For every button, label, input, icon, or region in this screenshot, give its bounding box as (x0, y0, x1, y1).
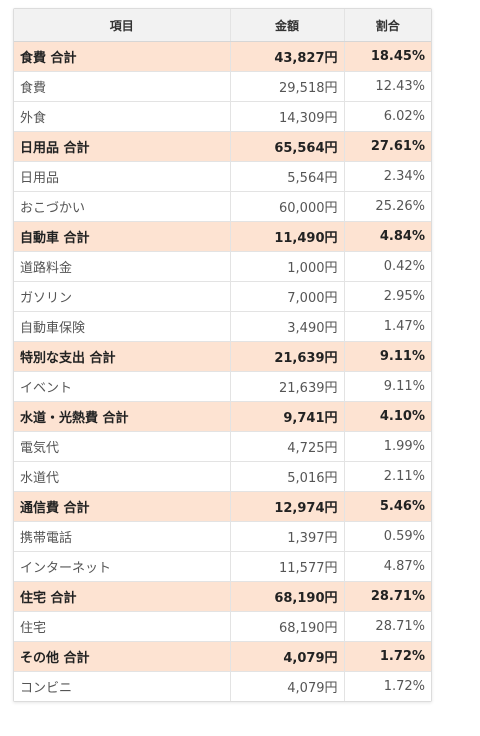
ratio-cell: 9.11% (344, 341, 431, 372)
amount-cell: 29,518円 (230, 71, 345, 102)
category-name-cell: 自動車 合計 (14, 221, 231, 252)
category-total-row: 住宅 合計 68,190円 28.71% (14, 581, 431, 612)
amount-cell: 11,577円 (230, 551, 345, 582)
category-name-cell: イベント (14, 371, 231, 402)
category-name-cell: 日用品 (14, 161, 231, 192)
expense-item-row: 食費 29,518円 12.43% (14, 71, 431, 102)
category-name-cell: 外食 (14, 101, 231, 132)
amount-cell: 7,000円 (230, 281, 345, 312)
category-total-row: 自動車 合計 11,490円 4.84% (14, 221, 431, 252)
category-total-row: 食費 合計 43,827円 18.45% (14, 41, 431, 72)
expense-item-row: 自動車保険 3,490円 1.47% (14, 311, 431, 342)
ratio-cell: 4.10% (344, 401, 431, 432)
ratio-cell: 28.71% (344, 581, 431, 612)
ratio-cell: 0.42% (344, 251, 431, 282)
category-name-cell: 住宅 合計 (14, 581, 231, 612)
category-name-cell: 道路料金 (14, 251, 231, 282)
amount-cell: 60,000円 (230, 191, 345, 222)
amount-cell: 1,397円 (230, 521, 345, 552)
expense-breakdown-table: 項目 金額 割合 食費 合計 43,827円 18.45% 食費 29,518円 12.4… (13, 8, 432, 702)
amount-cell: 3,490円 (230, 311, 345, 342)
category-name-cell: 水道代 (14, 461, 231, 492)
ratio-cell: 2.95% (344, 281, 431, 312)
ratio-cell: 4.87% (344, 551, 431, 582)
amount-cell: 21,639円 (230, 341, 345, 372)
ratio-cell: 27.61% (344, 131, 431, 162)
category-name-cell: 水道・光熱費 合計 (14, 401, 231, 432)
expense-item-row: コンビニ 4,079円 1.72% (14, 671, 431, 701)
category-name-cell: 食費 (14, 71, 231, 102)
ratio-cell: 2.34% (344, 161, 431, 192)
category-name-cell: 自動車保険 (14, 311, 231, 342)
ratio-cell: 1.99% (344, 431, 431, 462)
category-name-cell: 特別な支出 合計 (14, 341, 231, 372)
column-header-ratio: 割合 (344, 9, 431, 42)
category-total-row: 水道・光熱費 合計 9,741円 4.10% (14, 401, 431, 432)
amount-cell: 65,564円 (230, 131, 345, 162)
amount-cell: 5,016円 (230, 461, 345, 492)
category-name-cell: インターネット (14, 551, 231, 582)
ratio-cell: 12.43% (344, 71, 431, 102)
category-name-cell: 携帯電話 (14, 521, 231, 552)
expense-table: 項目 金額 割合 食費 合計 43,827円 18.45% 食費 29,518円 12.4… (14, 9, 431, 701)
expense-item-row: ガソリン 7,000円 2.95% (14, 281, 431, 312)
category-name-cell: 食費 合計 (14, 41, 231, 72)
amount-cell: 1,000円 (230, 251, 345, 282)
column-header-item: 項目 (14, 9, 231, 42)
category-name-cell: 日用品 合計 (14, 131, 231, 162)
expense-item-row: イベント 21,639円 9.11% (14, 371, 431, 402)
ratio-cell: 5.46% (344, 491, 431, 522)
category-name-cell: 住宅 (14, 611, 231, 642)
category-total-row: 日用品 合計 65,564円 27.61% (14, 131, 431, 162)
amount-cell: 43,827円 (230, 41, 345, 72)
expense-item-row: 水道代 5,016円 2.11% (14, 461, 431, 492)
category-total-row: 通信費 合計 12,974円 5.46% (14, 491, 431, 522)
ratio-cell: 9.11% (344, 371, 431, 402)
ratio-cell: 1.47% (344, 311, 431, 342)
amount-cell: 5,564円 (230, 161, 345, 192)
column-header-amount: 金額 (230, 9, 345, 42)
ratio-cell: 4.84% (344, 221, 431, 252)
category-name-cell: おこづかい (14, 191, 231, 222)
category-name-cell: コンビニ (14, 671, 231, 701)
category-total-row: その他 合計 4,079円 1.72% (14, 641, 431, 672)
expense-item-row: 電気代 4,725円 1.99% (14, 431, 431, 462)
ratio-cell: 1.72% (344, 671, 431, 701)
category-total-row: 特別な支出 合計 21,639円 9.11% (14, 341, 431, 372)
amount-cell: 4,725円 (230, 431, 345, 462)
amount-cell: 68,190円 (230, 611, 345, 642)
amount-cell: 9,741円 (230, 401, 345, 432)
expense-item-row: 道路料金 1,000円 0.42% (14, 251, 431, 282)
expense-item-row: 外食 14,309円 6.02% (14, 101, 431, 132)
amount-cell: 14,309円 (230, 101, 345, 132)
header-row: 項目 金額 割合 (14, 9, 431, 42)
ratio-cell: 25.26% (344, 191, 431, 222)
ratio-cell: 2.11% (344, 461, 431, 492)
ratio-cell: 0.59% (344, 521, 431, 552)
expense-item-row: 携帯電話 1,397円 0.59% (14, 521, 431, 552)
expense-item-row: インターネット 11,577円 4.87% (14, 551, 431, 582)
amount-cell: 4,079円 (230, 671, 345, 701)
amount-cell: 11,490円 (230, 221, 345, 252)
amount-cell: 12,974円 (230, 491, 345, 522)
category-name-cell: 電気代 (14, 431, 231, 462)
ratio-cell: 18.45% (344, 41, 431, 72)
amount-cell: 21,639円 (230, 371, 345, 402)
ratio-cell: 6.02% (344, 101, 431, 132)
category-name-cell: その他 合計 (14, 641, 231, 672)
expense-item-row: 日用品 5,564円 2.34% (14, 161, 431, 192)
category-name-cell: 通信費 合計 (14, 491, 231, 522)
amount-cell: 4,079円 (230, 641, 345, 672)
expense-item-row: 住宅 68,190円 28.71% (14, 611, 431, 642)
table-header: 項目 金額 割合 (14, 9, 431, 42)
category-name-cell: ガソリン (14, 281, 231, 312)
table-body: 食費 合計 43,827円 18.45% 食費 29,518円 12.43% 外食 14,30… (14, 41, 431, 701)
amount-cell: 68,190円 (230, 581, 345, 612)
ratio-cell: 28.71% (344, 611, 431, 642)
expense-item-row: おこづかい 60,000円 25.26% (14, 191, 431, 222)
ratio-cell: 1.72% (344, 641, 431, 672)
